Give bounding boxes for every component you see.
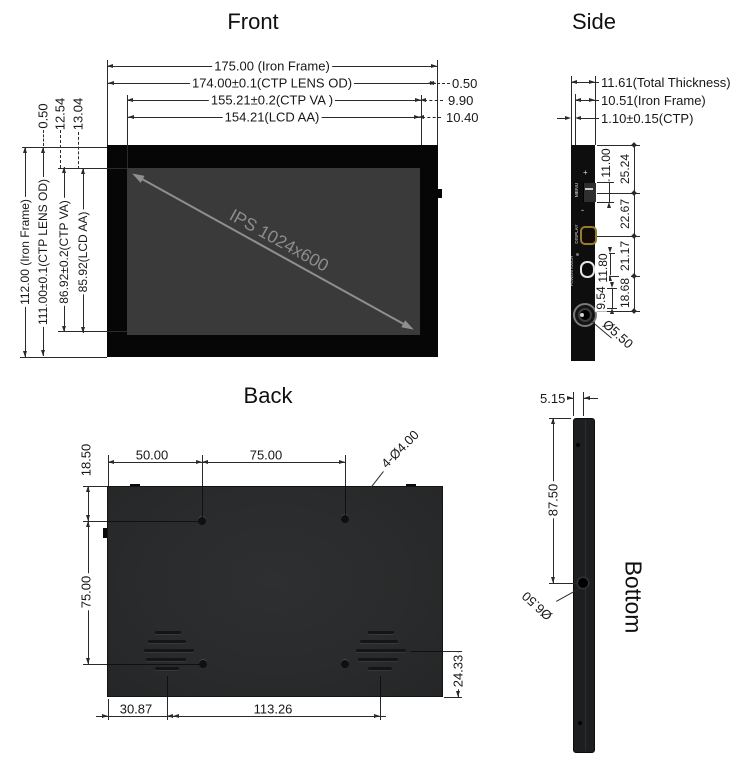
dim-slot-left: 30.87 — [117, 701, 155, 717]
bottom-view-title: Bottom — [620, 560, 647, 634]
front-menu-nub — [438, 189, 442, 198]
menu-switch — [583, 183, 596, 202]
dim-display-usb: 11.80 — [596, 251, 610, 285]
menu-minus-label: - — [581, 205, 584, 215]
dim-seg-1: 25.24 — [618, 151, 632, 187]
back-left-nub — [103, 528, 107, 538]
dim-hole-span-a: 50.00 — [133, 447, 171, 463]
menu-plus-label: + — [583, 168, 588, 177]
dim-gap-aa-right: 10.40 — [444, 110, 481, 125]
front-view-title: Front — [227, 9, 279, 34]
dim-slot-span: 113.26 — [251, 701, 295, 717]
display-label: DISPLAY — [574, 224, 580, 244]
back-view-title: Back — [243, 383, 293, 408]
side-pinhole — [576, 253, 579, 256]
dim-iron-height: 112.00 (Iron Frame) — [18, 197, 32, 307]
dim-hole-v: 87.50 — [545, 481, 561, 519]
side-view-title: Side — [571, 9, 617, 34]
back-panel — [107, 486, 443, 697]
bottom-pinhole-top — [576, 443, 580, 447]
dim-hole-span-b: 75.00 — [247, 447, 285, 463]
dim-gap-aa-left: 13.04 — [70, 95, 86, 133]
mount-hole-top-left — [198, 517, 206, 525]
dim-gap-va-right: 9.90 — [446, 93, 476, 108]
dim-lens-height: 111.00±0.1(CTP LENS OD) — [36, 177, 50, 327]
audio-jack-highlight — [580, 313, 584, 317]
dim-gap-lens-left: 0.50 — [35, 101, 51, 131]
dim-aa-height: 85.92(LCD AA) — [76, 209, 90, 295]
bottom-pinhole-bottom — [578, 721, 582, 725]
dim-ctp-thickness: 1.10±0.15(CTP) — [599, 111, 696, 126]
dim-seg-2: 22.67 — [618, 196, 632, 232]
usb-c-port — [580, 261, 595, 278]
dim-hole-offset: 5.15 — [538, 391, 568, 406]
mount-hole-bottom-right — [341, 660, 349, 668]
mount-hole-bottom-left — [199, 660, 207, 668]
side-panel-body — [571, 145, 595, 361]
dim-aa-width: 154.21(LCD AA) — [222, 109, 322, 125]
dim-hole-callout: 4-Ø4.00 — [377, 426, 423, 472]
hdmi-port — [580, 226, 597, 245]
dim-va-height: 86.92±0.2(CTP VA) — [57, 198, 71, 306]
dim-hole-dia: Ø6.50 — [518, 587, 556, 625]
dim-seg-3: 21.17 — [618, 238, 632, 274]
dim-menu-span: 11.00 — [599, 146, 613, 180]
dim-hole-top-offset: 18.50 — [78, 441, 94, 479]
dim-lens-width: 174.00±0.1(CTP LENS OD) — [189, 75, 355, 91]
dim-seg-4: 18.68 — [618, 275, 632, 311]
dim-total-thickness: 11.61(Total Thickness) — [599, 75, 733, 90]
dim-iron-width: 175.00 (Iron Frame) — [212, 58, 332, 74]
dim-hole-v-span: 75.00 — [78, 573, 94, 611]
dim-va-width: 155.21±0.2(CTP VA ) — [208, 92, 336, 108]
menu-switch-slider — [585, 188, 593, 190]
dim-gap-va-left: 12.54 — [52, 95, 68, 133]
menu-label: MENU — [573, 182, 580, 198]
dim-jack-diameter: Ø5.50 — [599, 315, 637, 353]
dim-gap-lens-right: 0.50 — [450, 76, 480, 91]
dim-iron-thickness: 10.51(Iron Frame) — [599, 93, 708, 108]
power-touch-label: POWER/TOUCH — [569, 255, 575, 287]
bottom-mount-hole — [578, 578, 588, 588]
mount-hole-top-right — [341, 515, 349, 523]
audio-jack-inner — [578, 308, 592, 322]
dim-usb-jack: 9.54 — [594, 284, 608, 312]
dim-slot-bottom: 24.33 — [450, 652, 466, 690]
